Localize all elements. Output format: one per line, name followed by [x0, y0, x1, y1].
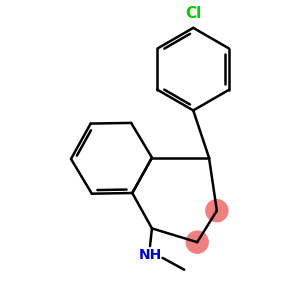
Circle shape: [186, 231, 208, 253]
Text: Cl: Cl: [185, 6, 201, 21]
Text: NH: NH: [138, 248, 162, 262]
Circle shape: [206, 200, 228, 222]
